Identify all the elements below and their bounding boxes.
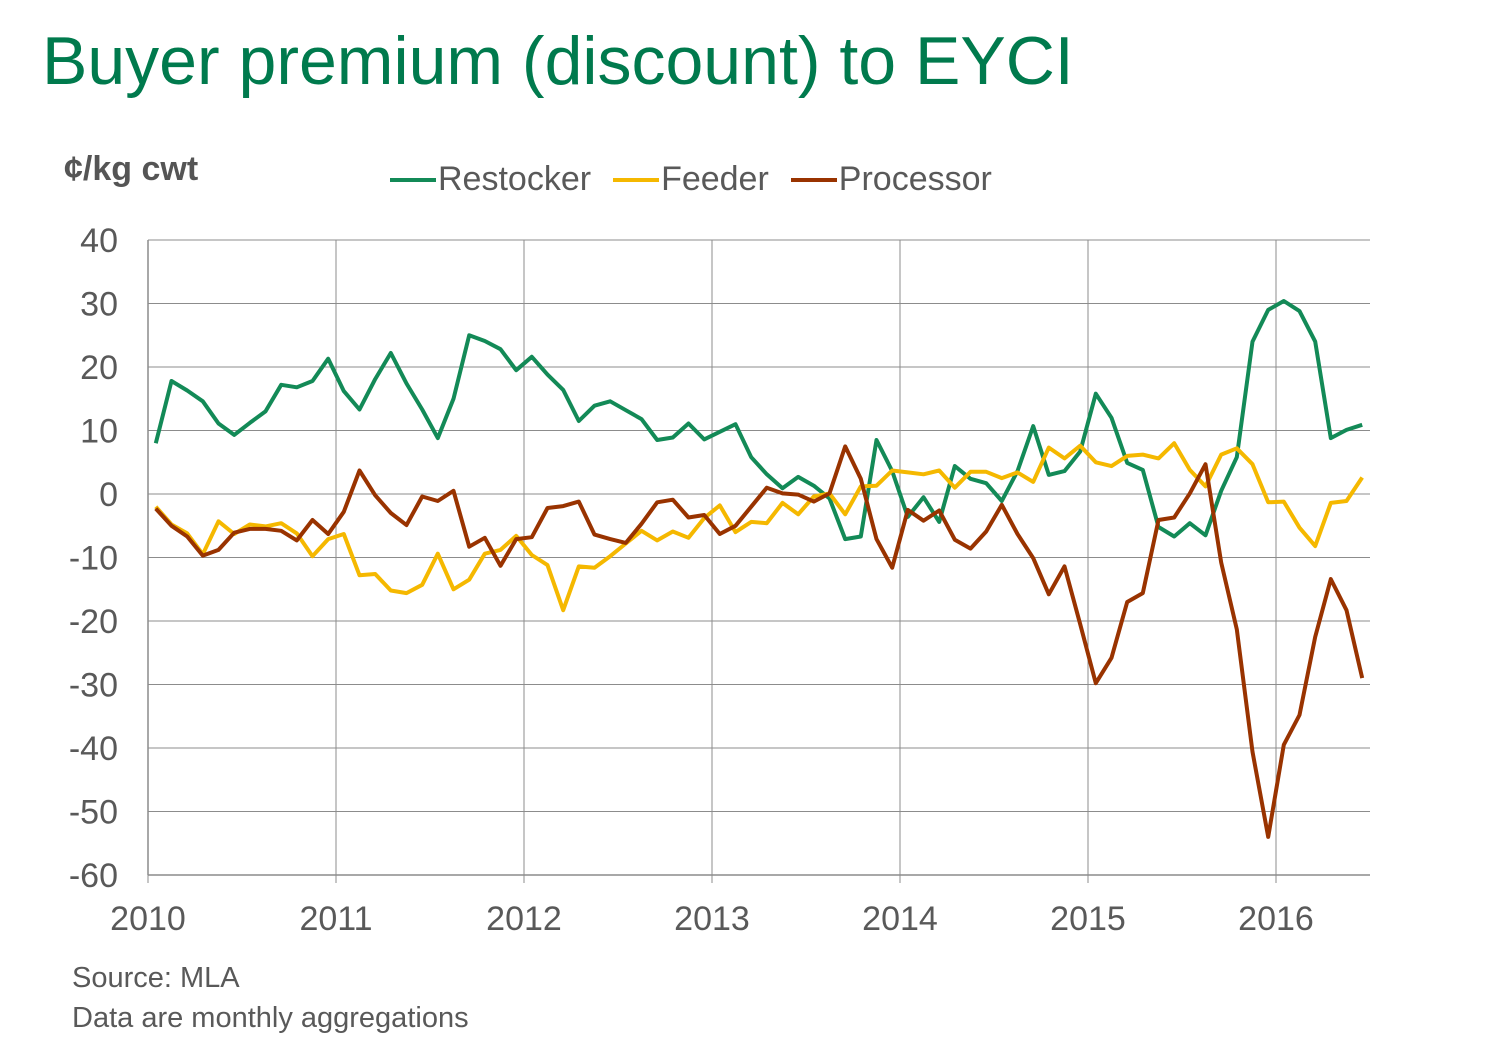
y-tick-label: 10 (80, 413, 118, 451)
chart-title: Buyer premium (discount) to EYCI (42, 23, 1074, 99)
legend-item-restocker: Restocker (390, 160, 591, 199)
y-tick-label: -40 (69, 730, 118, 768)
x-tick-label: 2015 (1050, 900, 1126, 938)
x-tick-label: 2016 (1238, 900, 1314, 938)
y-tick-label: -50 (69, 794, 118, 832)
y-tick-label: 30 (80, 286, 118, 324)
series-line-restocker (153, 299, 1363, 542)
legend-label-feeder: Feeder (661, 160, 769, 198)
x-tick-label: 2012 (486, 900, 562, 938)
y-tick-label: 20 (80, 349, 118, 387)
legend-swatch-feeder (613, 177, 660, 182)
y-tick-label: -60 (69, 857, 118, 895)
y-tick-label: -30 (69, 667, 118, 705)
legend-swatch-restocker (390, 177, 436, 182)
y-tick-label: 0 (99, 476, 118, 514)
y-axis-label: ¢/kg cwt (64, 150, 199, 188)
y-tick-label: -10 (69, 540, 118, 578)
data-note: Data are monthly aggregations (72, 1002, 469, 1034)
x-tick-label: 2011 (299, 900, 372, 938)
series-line-feeder (154, 441, 1364, 613)
legend-item-processor: Processor (790, 160, 992, 199)
y-tick-label: -20 (69, 603, 118, 641)
source-note: Source: MLA (72, 962, 240, 994)
legend-swatch-processor (790, 177, 837, 182)
legend-item-feeder: Feeder (613, 160, 769, 199)
legend: Restocker Feeder Processor (390, 160, 1014, 199)
legend-label-restocker: Restocker (438, 160, 592, 198)
y-tick-label: 40 (80, 222, 118, 260)
x-tick-label: 2010 (110, 900, 186, 938)
x-tick-label: 2013 (674, 900, 750, 938)
legend-label-processor: Processor (838, 160, 992, 198)
x-tick-label: 2014 (862, 900, 938, 938)
series-line-processor (154, 444, 1365, 839)
